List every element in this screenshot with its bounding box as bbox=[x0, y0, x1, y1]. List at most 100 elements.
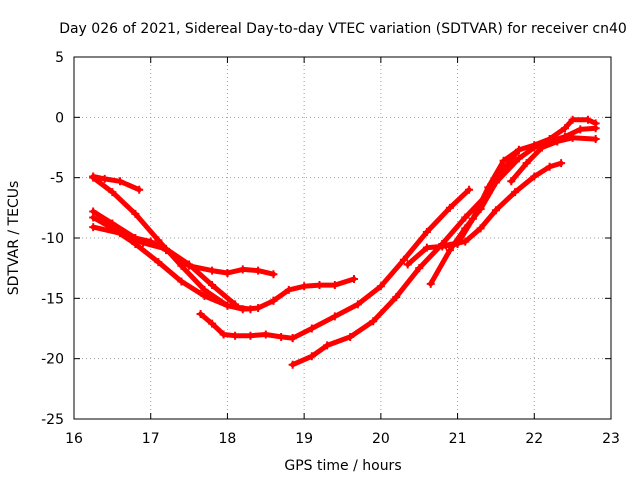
data-point bbox=[269, 296, 278, 305]
data-point bbox=[254, 303, 263, 312]
data-point bbox=[392, 293, 401, 302]
data-point bbox=[476, 224, 485, 233]
data-point bbox=[560, 124, 569, 133]
data-point bbox=[135, 185, 144, 194]
x-tick-label: 16 bbox=[65, 431, 83, 447]
y-tick-label: -15 bbox=[41, 291, 64, 307]
data-point bbox=[399, 255, 408, 264]
data-point bbox=[89, 213, 98, 222]
data-point bbox=[223, 301, 232, 310]
data-point bbox=[422, 227, 431, 236]
data-point bbox=[346, 332, 355, 341]
data-point bbox=[476, 205, 485, 214]
data-point bbox=[116, 229, 125, 238]
data-point bbox=[254, 266, 263, 275]
series-track-13 bbox=[442, 159, 566, 250]
data-point bbox=[323, 341, 332, 350]
data-point bbox=[277, 332, 286, 341]
data-point bbox=[499, 156, 508, 165]
data-point bbox=[246, 331, 255, 340]
data-point bbox=[307, 352, 316, 361]
series-track-3 bbox=[269, 275, 359, 305]
data-point bbox=[530, 143, 539, 152]
series-line bbox=[224, 266, 276, 277]
data-point bbox=[507, 177, 516, 186]
data-point bbox=[445, 203, 454, 212]
y-tick-label: -20 bbox=[41, 352, 64, 368]
data-point bbox=[330, 312, 339, 321]
data-point bbox=[461, 237, 470, 246]
data-point bbox=[591, 124, 600, 133]
data-point bbox=[200, 291, 209, 300]
data-point bbox=[208, 281, 217, 290]
data-point bbox=[591, 135, 600, 144]
x-tick-label: 20 bbox=[372, 431, 390, 447]
data-point bbox=[89, 223, 98, 232]
data-point bbox=[576, 125, 585, 134]
data-point bbox=[545, 162, 554, 171]
data-point bbox=[231, 300, 240, 309]
data-point bbox=[238, 265, 247, 274]
data-point bbox=[465, 185, 474, 194]
data-point bbox=[514, 154, 523, 163]
data-point bbox=[491, 206, 500, 215]
data-point bbox=[330, 281, 339, 290]
data-point bbox=[403, 260, 412, 269]
x-tick-label: 21 bbox=[449, 431, 467, 447]
data-point bbox=[461, 224, 470, 233]
data-point bbox=[131, 209, 140, 218]
data-point bbox=[557, 159, 566, 168]
data-point bbox=[108, 188, 117, 197]
data-point bbox=[116, 177, 125, 186]
data-point bbox=[511, 188, 520, 197]
series-track-7 bbox=[89, 223, 240, 309]
y-tick-label: 5 bbox=[55, 50, 64, 66]
data-point bbox=[284, 285, 293, 294]
x-tick-label: 23 bbox=[602, 431, 620, 447]
data-point bbox=[208, 319, 217, 328]
series-track-5 bbox=[223, 265, 278, 279]
data-point bbox=[537, 143, 546, 152]
series-layer bbox=[89, 115, 600, 369]
series-track-12 bbox=[426, 124, 600, 288]
data-point bbox=[185, 260, 194, 269]
data-point bbox=[422, 243, 431, 252]
data-point bbox=[568, 115, 577, 124]
data-point bbox=[246, 305, 255, 314]
series-track-14 bbox=[507, 133, 600, 186]
series-line bbox=[443, 160, 564, 248]
data-point bbox=[426, 279, 435, 288]
data-point bbox=[89, 173, 98, 182]
data-point bbox=[162, 244, 171, 253]
y-tick-label: 0 bbox=[55, 110, 64, 126]
data-point bbox=[491, 178, 500, 187]
x-tick-label: 22 bbox=[525, 431, 543, 447]
data-point bbox=[315, 281, 324, 290]
data-point bbox=[208, 266, 217, 275]
x-axis-label: GPS time / hours bbox=[284, 458, 401, 474]
data-point bbox=[223, 268, 232, 277]
series-line bbox=[90, 175, 276, 312]
data-point bbox=[530, 172, 539, 181]
ticks bbox=[73, 56, 612, 420]
y-tick-label: -25 bbox=[41, 412, 64, 428]
series-line bbox=[198, 311, 296, 341]
data-point bbox=[231, 331, 240, 340]
data-point bbox=[269, 270, 278, 279]
series-track-1 bbox=[89, 172, 144, 194]
series-line bbox=[508, 135, 599, 184]
series-track-8 bbox=[196, 310, 297, 343]
data-point bbox=[196, 310, 205, 319]
data-point bbox=[442, 241, 451, 250]
data-point bbox=[288, 334, 297, 343]
data-point bbox=[445, 246, 454, 255]
series-track-2 bbox=[89, 173, 278, 314]
series-line bbox=[90, 174, 142, 193]
chart-title: Day 026 of 2021, Sidereal Day-to-day VTE… bbox=[59, 21, 627, 37]
data-point bbox=[568, 133, 577, 142]
data-point bbox=[307, 324, 316, 333]
data-point bbox=[415, 264, 424, 273]
data-point bbox=[300, 282, 309, 291]
x-tick-label: 18 bbox=[219, 431, 237, 447]
data-point bbox=[100, 174, 109, 183]
